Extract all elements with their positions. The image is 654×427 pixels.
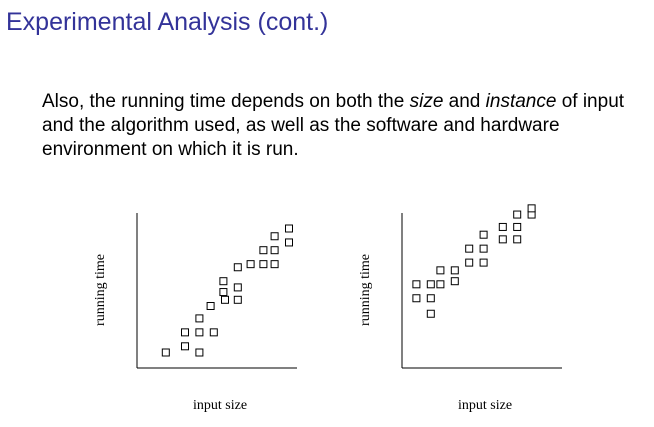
point — [479, 258, 488, 267]
point — [465, 258, 474, 267]
point — [219, 288, 228, 297]
point — [527, 204, 536, 213]
slide-title: Experimental Analysis (cont.) — [6, 8, 329, 36]
point — [233, 283, 242, 292]
point — [195, 314, 204, 323]
point — [465, 244, 474, 253]
point — [270, 232, 279, 241]
point — [285, 224, 293, 233]
point — [270, 260, 279, 269]
text: Also, the running time depends on both t… — [42, 91, 410, 112]
y-axis-label: running time — [358, 254, 373, 326]
point — [498, 235, 507, 244]
point — [479, 230, 488, 239]
paragraph: Also, the running time depends on both t… — [42, 90, 627, 162]
x-axis-label: input size — [193, 398, 247, 413]
point — [259, 246, 268, 255]
point — [246, 260, 255, 269]
point — [513, 235, 522, 244]
text: of input and the algorithm used, as well… — [42, 91, 625, 160]
point — [270, 246, 279, 255]
point — [233, 295, 242, 304]
point — [209, 328, 218, 337]
point — [436, 266, 445, 275]
point — [181, 342, 189, 351]
point — [161, 348, 170, 357]
point — [195, 328, 204, 337]
point — [221, 295, 229, 304]
point — [498, 222, 507, 231]
point — [479, 244, 488, 253]
point — [206, 302, 215, 310]
point — [426, 294, 435, 303]
point — [450, 266, 459, 275]
point — [219, 277, 228, 286]
point — [426, 280, 435, 289]
point — [285, 238, 293, 247]
point — [450, 277, 459, 286]
point — [513, 210, 522, 219]
point — [412, 294, 421, 303]
y-axis-label: running time — [93, 254, 108, 326]
point — [259, 260, 268, 269]
emphasis: size — [409, 91, 444, 112]
point — [233, 263, 242, 272]
emphasis: instance — [485, 91, 557, 112]
point — [436, 280, 445, 289]
point — [195, 348, 204, 357]
point — [426, 309, 435, 318]
point — [181, 328, 189, 337]
x-axis-label: input size — [458, 398, 512, 413]
point — [412, 280, 421, 289]
text: and — [443, 91, 486, 112]
point — [513, 222, 522, 231]
